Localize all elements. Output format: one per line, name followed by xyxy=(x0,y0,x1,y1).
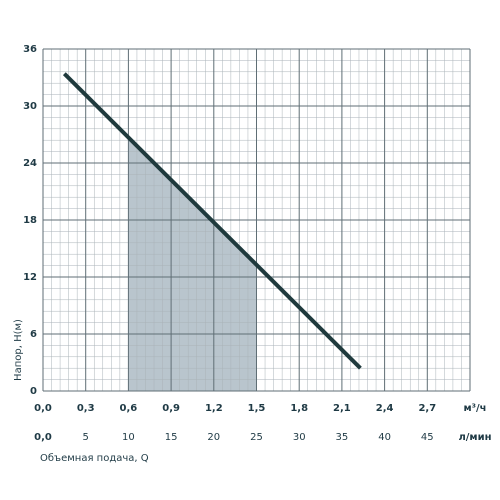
x2-tick-label: 5 xyxy=(83,432,89,443)
curve xyxy=(62,72,362,370)
x-tick-label: 0,9 xyxy=(162,403,180,414)
y-tick-label: 30 xyxy=(23,101,37,112)
x2-tick-label: 10 xyxy=(122,432,135,443)
y-axis-label: Напор, H(м) xyxy=(13,319,24,381)
x-tick-label: 1,2 xyxy=(205,403,223,414)
x2-tick-label: 15 xyxy=(165,432,178,443)
x-tick-label: 0,0 xyxy=(34,403,52,414)
x2-tick-label: 45 xyxy=(421,432,434,443)
y-tick-label: 12 xyxy=(23,272,37,283)
x-tick-label: 2,1 xyxy=(333,403,351,414)
y-tick-label: 6 xyxy=(30,329,37,340)
x-tick-label: 2,4 xyxy=(376,403,394,414)
shaded-region xyxy=(128,137,257,391)
y-tick-label: 36 xyxy=(23,44,37,55)
x-tick-label: 0,3 xyxy=(77,403,95,414)
x-axis-label: Объемная подача, Q xyxy=(40,453,149,464)
y-tick-label: 24 xyxy=(23,158,37,169)
x2-unit: л/мин xyxy=(458,432,491,443)
x2-tick-label: 20 xyxy=(207,432,220,443)
x2-tick-label: 25 xyxy=(250,432,263,443)
x-tick-label: 2,7 xyxy=(418,403,436,414)
x2-tick-label: 35 xyxy=(336,432,349,443)
x2-tick-label: 30 xyxy=(293,432,306,443)
y-tick-label: 0 xyxy=(30,386,37,397)
x2-tick-label: 0,0 xyxy=(34,432,52,443)
y-tick-label: 18 xyxy=(23,215,37,226)
x-unit: м³/ч xyxy=(463,403,486,414)
x-tick-label: 0,6 xyxy=(120,403,138,414)
x2-tick-label: 40 xyxy=(378,432,391,443)
x-tick-label: 1,5 xyxy=(248,403,266,414)
x-tick-label: 1,8 xyxy=(290,403,308,414)
